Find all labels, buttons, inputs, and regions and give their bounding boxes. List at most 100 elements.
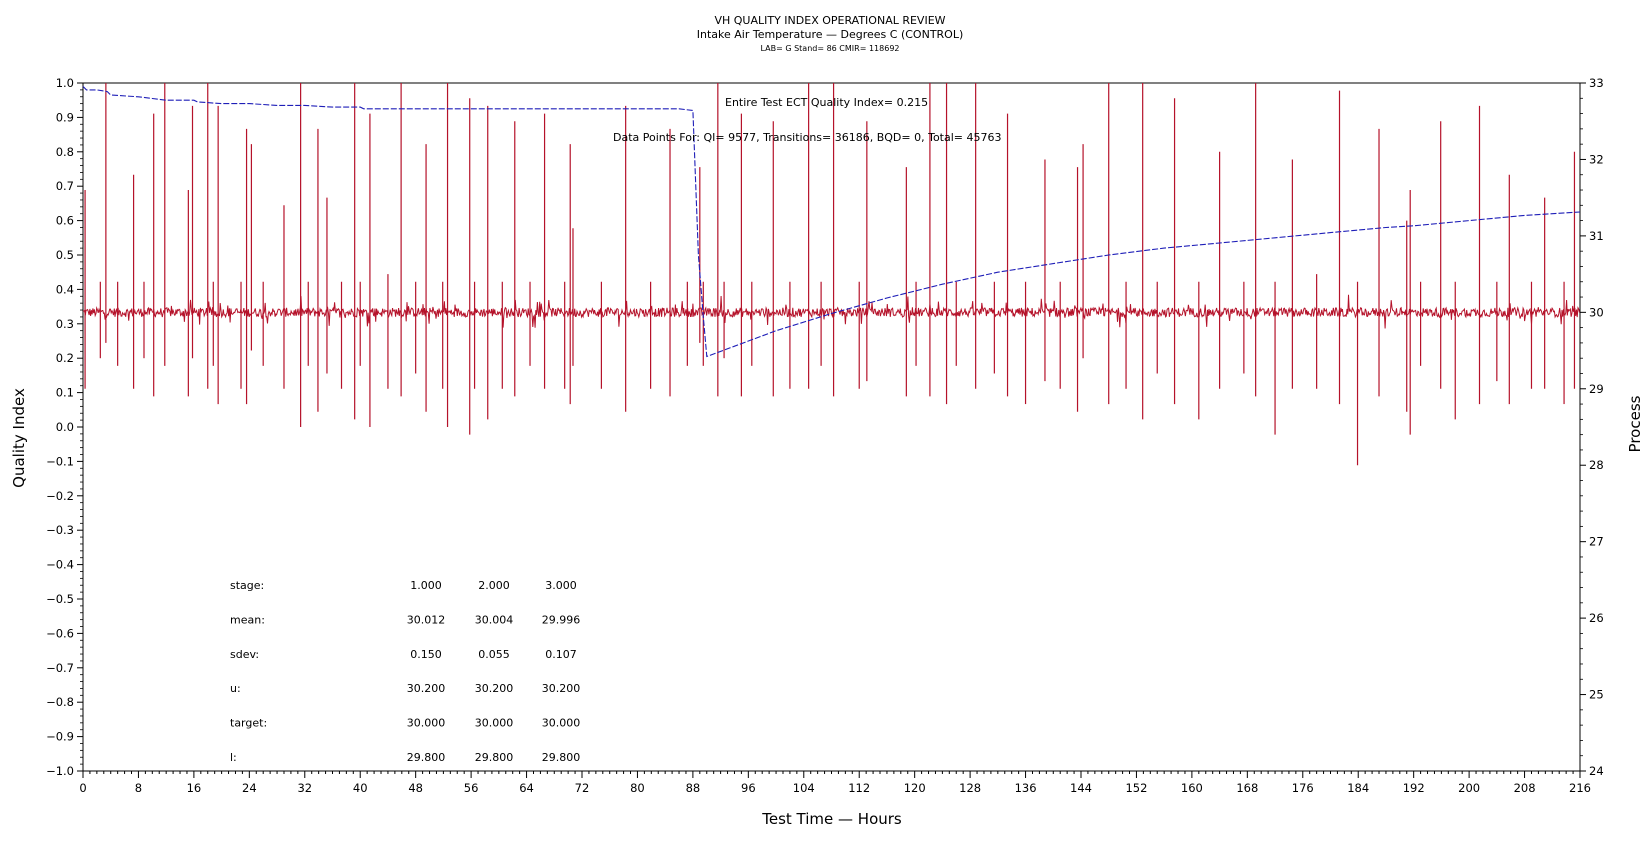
stats-row-label: u:: [230, 682, 241, 695]
x-tick-label: 176: [1292, 781, 1314, 795]
axes: 0 8 16 24 32 40 48 56 64 72 80 88 96 104 112 120 128 136 1…: [46, 76, 1604, 795]
data-points-annotation: Data Points For: QI= 9577, Transitions= …: [613, 131, 1002, 144]
x-tick-label: 120: [904, 781, 926, 795]
stats-cell: 29.800: [475, 751, 514, 764]
stats-cell: 30.200: [542, 682, 581, 695]
stats-row-label: target:: [230, 717, 267, 730]
stats-row-label: l:: [230, 751, 237, 764]
x-tick-label: 136: [1015, 781, 1037, 795]
y-axis-left-title: Quality Index: [10, 388, 28, 488]
x-tick-label: 72: [575, 781, 590, 795]
quality-index-series: [82, 86, 1581, 358]
x-tick-label: 0: [79, 781, 86, 795]
stats-cell: 30.200: [407, 682, 446, 695]
x-tick-label: 208: [1514, 781, 1536, 795]
x-tick-label: 64: [519, 781, 534, 795]
process-series: [82, 83, 1580, 466]
stats-cell: 29.800: [542, 751, 581, 764]
x-tick-label: 24: [242, 781, 257, 795]
y-right-tick-label: 32: [1589, 152, 1604, 166]
y-left-tick-label: −0.6: [46, 626, 74, 640]
x-tick-label: 32: [297, 781, 312, 795]
x-tick-label: 160: [1181, 781, 1203, 795]
x-tick-label: 128: [959, 781, 981, 795]
y-right-tick-label: 29: [1589, 382, 1604, 396]
x-tick-label: 192: [1403, 781, 1425, 795]
x-tick-label: 112: [848, 781, 870, 795]
y-left-tick-label: −0.1: [46, 454, 74, 468]
stats-cell: 1.000: [410, 579, 442, 592]
stats-row-label: stage:: [230, 579, 264, 592]
y-left-tick-label: −0.4: [46, 558, 74, 572]
y-right-tick-label: 33: [1589, 76, 1604, 90]
x-tick-label: 80: [630, 781, 645, 795]
chart-title: VH QUALITY INDEX OPERATIONAL REVIEW: [714, 14, 945, 27]
x-axis-title: Test Time — Hours: [761, 810, 902, 828]
quality-index-line: [82, 86, 1581, 358]
y-right-tick-label: 26: [1589, 611, 1604, 625]
stats-cell: 0.150: [410, 648, 442, 661]
y-left-tick-label: 0.2: [56, 351, 74, 365]
stats-cell: 2.000: [478, 579, 510, 592]
y-left-tick-label: −0.8: [46, 695, 74, 709]
y-left-tick-label: −1.0: [46, 764, 74, 778]
y-axis-right-title: Process: [1626, 395, 1644, 452]
x-tick-label: 104: [793, 781, 815, 795]
y-left-tick-label: 0.7: [56, 179, 74, 193]
stats-cell: 30.012: [407, 613, 446, 626]
y-right-tick-label: 30: [1589, 305, 1604, 319]
x-tick-label: 56: [464, 781, 479, 795]
y-left-tick-label: 0.1: [56, 386, 74, 400]
x-tick-label: 48: [408, 781, 423, 795]
stats-cell: 0.107: [545, 648, 577, 661]
y-right-tick-label: 28: [1589, 458, 1604, 472]
y-left-tick-label: −0.5: [46, 592, 74, 606]
y-right-tick-label: 25: [1589, 688, 1604, 702]
plot-frame: [82, 82, 1581, 772]
y-left-tick-label: −0.9: [46, 730, 74, 744]
x-tick-label: 144: [1070, 781, 1092, 795]
y-left-tick-label: 1.0: [56, 76, 74, 90]
y-left-tick-label: 0.8: [56, 145, 74, 159]
x-tick-label: 200: [1458, 781, 1480, 795]
x-tick-label: 168: [1236, 781, 1258, 795]
y-left-tick-label: −0.7: [46, 661, 74, 675]
y-left-tick-label: 0.5: [56, 248, 74, 262]
stats-row-label: mean:: [230, 613, 265, 626]
stats-row-label: sdev:: [230, 648, 259, 661]
stats-cell: 30.000: [542, 717, 581, 730]
stats-cell: 30.000: [407, 717, 446, 730]
y-left-tick-label: 0.4: [56, 282, 74, 296]
y-right-tick-label: 31: [1589, 229, 1604, 243]
x-tick-label: 16: [187, 781, 202, 795]
y-right-tick-label: 27: [1589, 535, 1604, 549]
qi-annotation: Entire Test ECT Quality Index= 0.215: [725, 96, 928, 109]
x-tick-label: 152: [1125, 781, 1147, 795]
stats-cell: 3.000: [545, 579, 577, 592]
x-tick-label: 184: [1347, 781, 1369, 795]
y-left-tick-label: −0.2: [46, 489, 74, 503]
plot-area: [82, 82, 1581, 772]
chart-subtitle-lab: LAB= G Stand= 86 CMIR= 118692: [760, 44, 899, 53]
stats-cell: 30.000: [475, 717, 514, 730]
chart-subtitle: Intake Air Temperature — Degrees C (CONT…: [697, 28, 964, 41]
x-tick-label: 8: [135, 781, 142, 795]
x-tick-label: 40: [353, 781, 368, 795]
stats-cell: 0.055: [478, 648, 510, 661]
y-left-tick-label: 0.9: [56, 110, 74, 124]
x-tick-label: 96: [741, 781, 756, 795]
x-tick-label: 216: [1569, 781, 1591, 795]
y-left-tick-label: −0.3: [46, 523, 74, 537]
stats-cell: 29.800: [407, 751, 446, 764]
stats-cell: 29.996: [542, 613, 581, 626]
stats-table: stage: 1.000 2.000 3.000 mean: 30.012 30.004 29…: [230, 579, 580, 764]
stats-cell: 30.004: [475, 613, 514, 626]
y-left-tick-label: 0.0: [56, 420, 74, 434]
y-right-tick-label: 24: [1589, 764, 1604, 778]
x-tick-label: 88: [686, 781, 701, 795]
process-noise-line: [82, 294, 1580, 329]
y-left-tick-label: 0.6: [56, 214, 74, 228]
y-left-tick-label: 0.3: [56, 317, 74, 331]
stats-cell: 30.200: [475, 682, 514, 695]
